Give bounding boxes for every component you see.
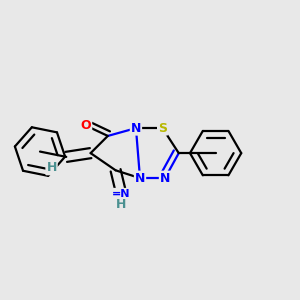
Text: =N: =N	[112, 189, 130, 199]
Text: N: N	[135, 172, 145, 184]
Text: H: H	[116, 198, 126, 211]
Text: N: N	[131, 122, 141, 135]
Text: H: H	[46, 161, 57, 174]
Text: S: S	[158, 122, 167, 135]
Text: N: N	[160, 172, 170, 184]
Text: O: O	[81, 119, 91, 132]
